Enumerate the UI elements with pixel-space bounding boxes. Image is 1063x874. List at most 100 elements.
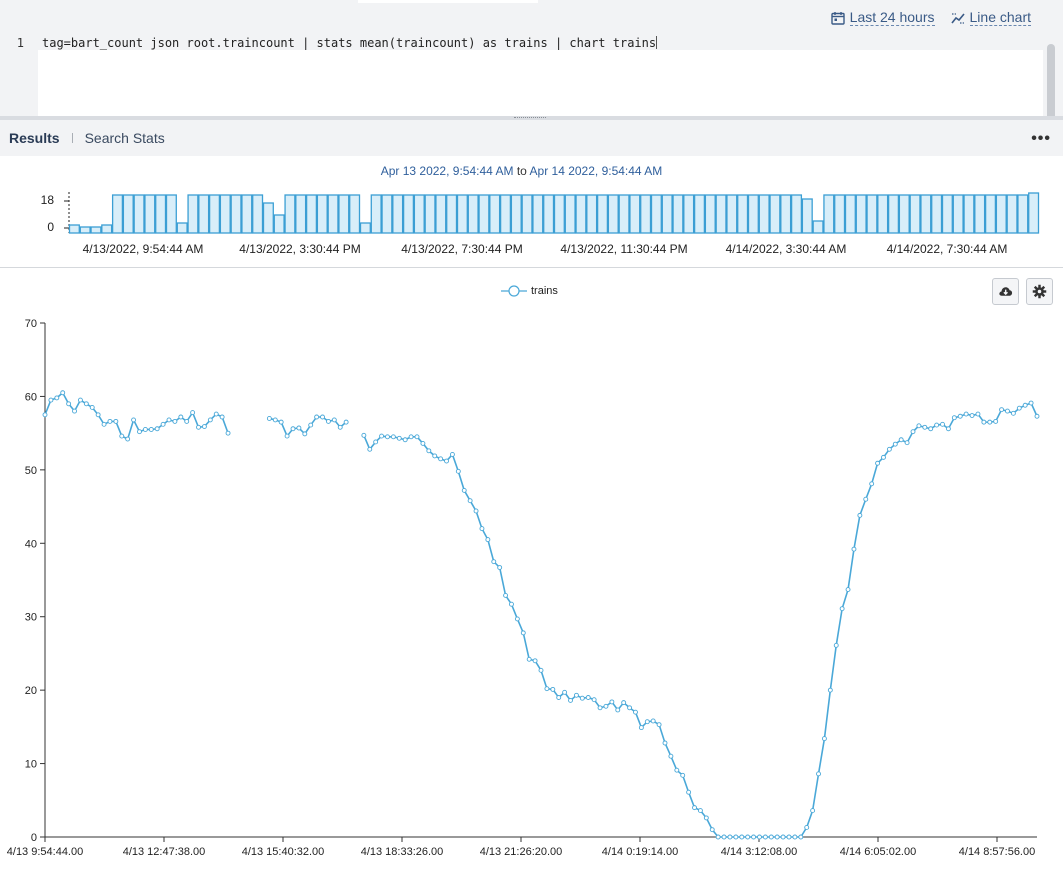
data-point [190,410,196,416]
histogram-bar [413,194,425,234]
histogram-bar [327,194,339,234]
time-range-button[interactable]: Last 24 hours [830,9,935,26]
histogram-bar [176,222,188,234]
histogram-bar [446,194,458,234]
data-point [839,606,845,612]
chart-settings-button[interactable] [1026,278,1053,305]
tab-results[interactable]: Results [9,130,60,146]
data-point [367,446,373,452]
data-point [821,736,827,742]
histogram-bar [1017,194,1029,234]
histogram-bar [780,194,792,234]
data-point [609,699,615,705]
series-line-trains [363,402,1038,838]
chart-x-label: 4/13 21:26:20.00 [480,846,563,858]
data-point [284,433,290,439]
data-point [491,559,497,565]
tab-search-stats[interactable]: Search Stats [84,130,165,146]
histogram-bar [359,222,371,234]
data-point [125,436,131,442]
data-point [449,451,455,457]
data-point [48,397,54,403]
series-line-trains [44,391,229,441]
data-point [320,414,325,420]
data-point [142,427,148,432]
data-point [898,437,904,443]
data-point [60,390,66,396]
histogram-bar [974,194,986,234]
histogram-x-label: 4/13/2022, 11:30:44 PM [560,242,687,256]
timeline-histogram[interactable]: Apr 13 2022, 9:54:44 AM to Apr 14 2022, … [0,156,1063,268]
histogram-bar [715,194,727,234]
data-point [739,834,745,840]
cloud-download-icon [999,287,1013,296]
data-point [568,697,573,703]
data-point [426,448,432,454]
download-button[interactable] [992,278,1019,305]
data-point [910,429,916,435]
data-point [662,740,668,746]
line-chart[interactable]: 70 60 50 40 30 20 10 0 4/13 9:54:44.00 4/13 12:47… [0,268,1063,869]
data-point [361,432,367,438]
data-point [591,697,597,703]
histogram-bar [909,194,921,234]
data-point [373,439,379,445]
histogram-bar [521,194,533,234]
chart-legend: trains [501,285,558,297]
query-text[interactable]: tag=bart_count json root.traincount | st… [42,36,658,50]
data-point [940,421,945,427]
data-point [95,412,101,418]
data-point [715,834,721,840]
data-point [969,413,975,418]
histogram-bar [931,194,943,234]
data-point [461,487,467,493]
data-point [272,417,278,423]
data-point [503,592,509,598]
data-point [845,587,851,592]
data-point [827,687,833,693]
data-point [780,834,786,840]
histogram-bar [435,194,447,234]
editor-resize-handle[interactable] [0,116,1063,120]
histogram-bar [370,194,382,234]
data-point [945,426,951,432]
data-point [957,413,963,419]
histogram-bar [704,194,716,234]
data-point [408,434,414,440]
editor-code-area[interactable]: tag=bart_count json root.traincount | st… [38,36,1043,116]
line-number: 1 [16,36,24,50]
data-point [774,834,780,840]
data-point [975,411,981,417]
histogram-bar [952,194,964,234]
data-point [444,458,449,464]
more-options-button[interactable]: ••• [1031,130,1051,147]
results-tabs: Results Search Stats ••• [0,120,1063,156]
histogram-bar [230,194,242,234]
histogram-bar [402,194,415,234]
editor-scrollbar[interactable] [1047,44,1055,126]
data-point [804,825,810,830]
data-point [798,834,804,840]
histogram-bar [338,194,350,234]
chart-x-label: 4/13 18:33:26.00 [361,846,444,858]
histogram-bar [208,194,221,234]
query-editor[interactable]: 1 tag=bart_count json root.traincount | … [0,36,1063,126]
data-point [627,705,633,711]
data-point [201,424,207,429]
gear-icon [1032,284,1047,299]
data-point [473,508,479,514]
histogram-bar [252,194,264,234]
histogram-svg[interactable]: 18 0 4/13/2022, 9:54:44 AM 4/13/2022, 3:30:… [0,156,1063,268]
histogram-bar [607,194,619,234]
data-point [934,422,940,428]
chart-type-button[interactable]: Line chart [950,9,1031,26]
histogram-bar [424,194,436,234]
data-point [1005,408,1010,414]
histogram-bar [834,194,846,234]
data-point [585,695,591,700]
chart-y-label: 10 [25,759,37,771]
data-point [904,440,910,446]
active-tab-indicator [358,0,538,3]
chart-x-label: 4/13 15:40:32.00 [242,846,325,858]
histogram-bar [262,202,274,234]
